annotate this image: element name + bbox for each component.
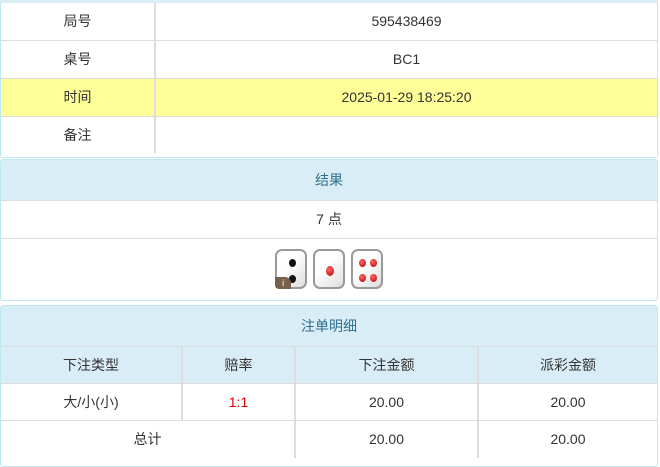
dice-row: i bbox=[1, 238, 657, 300]
bet-amount: 20.00 bbox=[295, 383, 479, 421]
label-round: 局号 bbox=[1, 3, 156, 40]
bet-odds: 1:1 bbox=[182, 383, 296, 421]
value-time: 2025-01-29 18:25:20 bbox=[155, 77, 657, 116]
info-icon[interactable]: i bbox=[275, 277, 292, 289]
col-amount: 下注金额 bbox=[295, 346, 479, 384]
total-payout: 20.00 bbox=[478, 420, 657, 458]
value-round: 595438469 bbox=[371, 13, 442, 30]
col-type: 下注类型 bbox=[1, 346, 183, 384]
table-row: 大/小(小) 1:1 20.00 20.00 bbox=[1, 383, 657, 421]
die-1 bbox=[313, 249, 345, 289]
bets-table: 下注类型 赔率 下注金额 派彩金额 大/小(小) 1:1 20.00 20.00 总计 20.… bbox=[1, 346, 657, 458]
label-remark: 备注 bbox=[1, 115, 156, 153]
info-panel: 局号 595438469 桌号 BC1 时间 2025-01-29 18:25:20 … bbox=[0, 0, 658, 158]
bet-payout: 20.00 bbox=[478, 383, 657, 421]
bets-panel: 注单明细 下注类型 赔率 下注金额 派彩金额 大/小(小) 1:1 20.00 20.00 … bbox=[0, 305, 658, 467]
die-2: i bbox=[275, 249, 308, 289]
bet-type: 大/小(小) bbox=[1, 383, 183, 421]
value-remark bbox=[155, 115, 657, 153]
info-table: 局号 595438469 桌号 BC1 时间 2025-01-29 18:25:20 … bbox=[1, 3, 657, 153]
total-label: 总计 bbox=[1, 420, 296, 458]
die-4 bbox=[350, 249, 383, 289]
label-time: 时间 bbox=[1, 77, 156, 116]
result-title: 结果 bbox=[1, 160, 657, 200]
bets-title: 注单明细 bbox=[1, 306, 657, 346]
result-points: 7 点 bbox=[1, 200, 657, 238]
label-table: 桌号 bbox=[1, 39, 156, 78]
total-row: 总计 20.00 20.00 bbox=[1, 420, 657, 458]
value-table: BC1 bbox=[155, 39, 657, 78]
col-odds: 赔率 bbox=[182, 346, 296, 384]
col-payout: 派彩金额 bbox=[478, 346, 657, 384]
result-panel: 结果 7 点 i bbox=[0, 159, 658, 301]
total-amount: 20.00 bbox=[295, 420, 479, 458]
